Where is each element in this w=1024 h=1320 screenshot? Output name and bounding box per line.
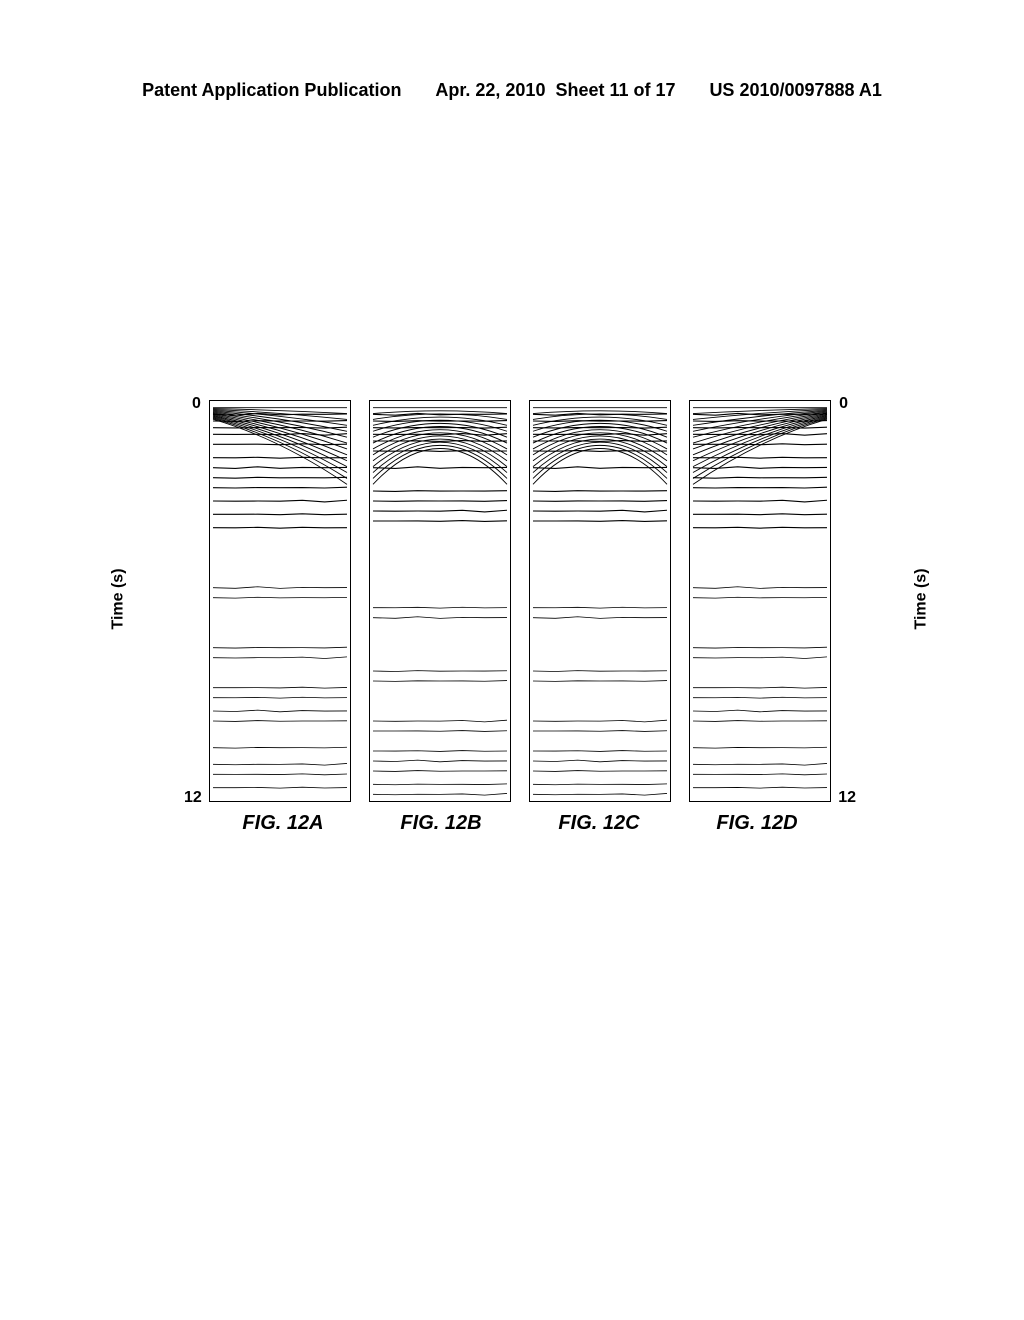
panel-b bbox=[369, 400, 511, 802]
tick-bot-right: 12 bbox=[838, 789, 856, 807]
header-center-text: Apr. 22, 2010 Sheet 11 of 17 bbox=[435, 80, 675, 100]
header-center bbox=[406, 80, 431, 100]
fig-label-b: FIG. 12B bbox=[371, 812, 511, 835]
tick-top-left: 0 bbox=[192, 395, 201, 413]
y-axis-label-right: Time (s) bbox=[912, 568, 930, 629]
seismic-d bbox=[690, 401, 830, 801]
tick-bot-left: 12 bbox=[184, 789, 202, 807]
fig-label-d: FIG. 12D bbox=[687, 812, 827, 835]
fig-label-a: FIG. 12A bbox=[213, 812, 353, 835]
figure-labels-row: FIG. 12A FIG. 12B FIG. 12C FIG. 12D bbox=[160, 812, 880, 835]
panels-row: Time (s) Time (s) 0 12 0 12 bbox=[160, 400, 880, 802]
fig-label-c: FIG. 12C bbox=[529, 812, 669, 835]
tick-top-right: 0 bbox=[839, 395, 848, 413]
header-center2 bbox=[680, 80, 705, 100]
seismic-b bbox=[370, 401, 510, 801]
y-axis-label-left: Time (s) bbox=[110, 568, 128, 629]
panel-c bbox=[529, 400, 671, 802]
page-header: Patent Application Publication Apr. 22, … bbox=[0, 80, 1024, 101]
header-left: Patent Application Publication bbox=[142, 80, 401, 100]
panel-a: 0 12 bbox=[209, 400, 351, 802]
seismic-a bbox=[210, 401, 350, 801]
panel-d: 0 12 bbox=[689, 400, 831, 802]
header-right: US 2010/0097888 A1 bbox=[709, 80, 881, 100]
seismic-c bbox=[530, 401, 670, 801]
figure-12: Time (s) Time (s) 0 12 0 12 FIG. 12A FIG… bbox=[160, 400, 880, 860]
